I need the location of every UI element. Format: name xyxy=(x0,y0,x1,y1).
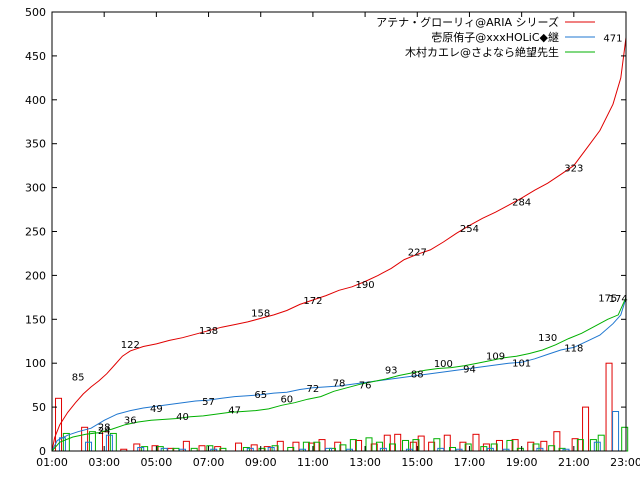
data-label: 158 xyxy=(251,308,270,319)
bar-green xyxy=(206,445,214,452)
data-label: 60 xyxy=(280,394,293,405)
series-lines xyxy=(51,37,627,452)
data-label: 323 xyxy=(564,163,583,174)
bar-red xyxy=(472,433,480,452)
y-tick-label: 350 xyxy=(25,138,46,151)
data-label: 88 xyxy=(411,370,424,381)
data-label: 190 xyxy=(356,280,375,291)
histogram-bars xyxy=(55,362,629,452)
y-tick-label: 250 xyxy=(25,226,46,239)
y-tick-label: 400 xyxy=(25,94,46,107)
bar-green xyxy=(109,432,117,452)
series-line-2 xyxy=(51,298,627,452)
y-tick-label: 50 xyxy=(32,401,46,414)
bar-blue xyxy=(137,446,145,452)
series-line-1 xyxy=(51,37,627,452)
x-tick-label: 21:00 xyxy=(558,456,590,469)
data-label: 109 xyxy=(486,351,505,362)
y-axis: 0 50 100 150 200 250 300 350 400 450 500 xyxy=(25,6,626,458)
data-label: 254 xyxy=(460,224,479,235)
data-label: 118 xyxy=(564,343,583,354)
legend-label: アテナ・グローリィ@ARIA シリーズ xyxy=(376,15,559,29)
bar-green xyxy=(88,431,96,452)
data-label: 130 xyxy=(538,333,557,344)
x-axis: 01:00 03:00 05:00 07:00 09:00 11:00 13:00 15:00… xyxy=(36,12,640,469)
data-label: 40 xyxy=(176,412,189,423)
data-labels: 85 122 138 158 172 190 227 254 284 323 471 24 49 57 65… xyxy=(72,33,628,436)
bar-green xyxy=(621,426,629,452)
data-label: 49 xyxy=(150,404,163,415)
x-tick-label: 13:00 xyxy=(349,456,381,469)
data-label: 28 xyxy=(98,422,111,433)
y-tick-label: 150 xyxy=(25,313,46,326)
bar-red xyxy=(198,445,206,452)
bar-red xyxy=(540,440,548,452)
bar-green xyxy=(597,434,605,452)
bar-green xyxy=(589,439,597,452)
legend-label: 壱原侑子@xxxHOLiC◆継 xyxy=(431,30,559,44)
legend: アテナ・グローリィ@ARIA シリーズ壱原侑子@xxxHOLiC◆継木村カエレ@… xyxy=(376,15,595,59)
data-label: 122 xyxy=(121,340,140,351)
y-tick-label: 100 xyxy=(25,357,46,370)
x-tick-label: 15:00 xyxy=(401,456,433,469)
y-tick-label: 0 xyxy=(39,445,46,458)
x-tick-label: 07:00 xyxy=(193,456,225,469)
y-tick-label: 300 xyxy=(25,182,46,195)
data-label: 72 xyxy=(307,384,320,395)
series-line-3 xyxy=(51,297,627,452)
data-label: 175 xyxy=(598,293,617,304)
data-label: 36 xyxy=(124,415,137,426)
x-tick-label: 19:00 xyxy=(506,456,538,469)
bar-blue xyxy=(105,434,113,452)
data-label: 78 xyxy=(333,379,346,390)
data-label: 227 xyxy=(408,248,427,259)
x-tick-label: 05:00 xyxy=(141,456,173,469)
bar-blue xyxy=(612,410,620,452)
x-tick-label: 03:00 xyxy=(88,456,120,469)
bar-blue xyxy=(267,446,275,452)
data-label: 174 xyxy=(609,294,628,305)
bar-red xyxy=(605,362,613,452)
data-label: 93 xyxy=(385,365,398,376)
x-tick-label: 01:00 xyxy=(36,456,68,469)
data-label: 85 xyxy=(72,372,85,383)
data-label: 284 xyxy=(512,198,531,209)
y-tick-label: 500 xyxy=(25,6,46,19)
x-tick-label: 23:00 xyxy=(610,456,640,469)
data-label: 138 xyxy=(199,326,218,337)
y-tick-label: 450 xyxy=(25,50,46,63)
data-label: 76 xyxy=(359,380,372,391)
bar-blue xyxy=(85,441,93,452)
legend-label: 木村カエレ@さよなら絶望先生 xyxy=(405,45,559,59)
data-label: 24 xyxy=(98,426,111,437)
data-label: 65 xyxy=(254,390,267,401)
x-tick-label: 17:00 xyxy=(454,456,486,469)
x-tick-label: 11:00 xyxy=(297,456,329,469)
y-tick-label: 200 xyxy=(25,269,46,282)
data-label: 471 xyxy=(603,33,622,44)
data-label: 57 xyxy=(202,397,215,408)
data-label: 47 xyxy=(228,406,241,417)
data-label: 100 xyxy=(434,359,453,370)
data-label: 172 xyxy=(303,296,322,307)
data-label: 101 xyxy=(512,358,531,369)
x-tick-label: 09:00 xyxy=(245,456,277,469)
bar-blue xyxy=(593,441,601,452)
bar-red xyxy=(235,442,243,452)
data-label: 94 xyxy=(463,364,476,375)
